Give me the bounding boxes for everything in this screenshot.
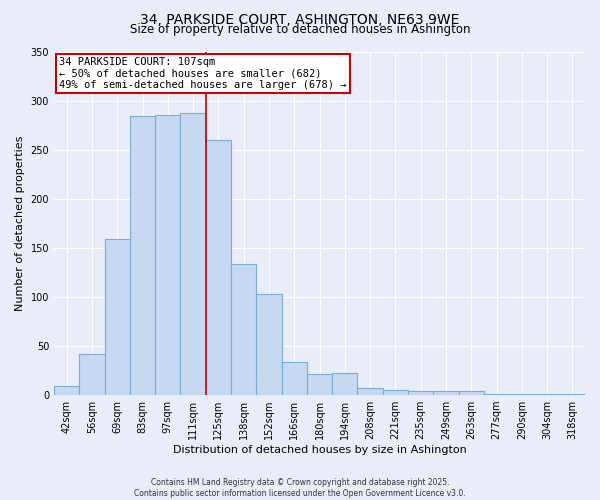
Bar bbox=[155, 116, 181, 395]
X-axis label: Distribution of detached houses by size in Ashington: Distribution of detached houses by size … bbox=[173, 445, 466, 455]
Y-axis label: Number of detached properties: Number of detached properties bbox=[15, 136, 25, 311]
Bar bbox=[458, 391, 484, 395]
Bar bbox=[256, 294, 281, 395]
Bar bbox=[231, 264, 256, 395]
Bar bbox=[54, 386, 79, 395]
Bar bbox=[104, 239, 130, 395]
Bar bbox=[358, 388, 383, 395]
Bar bbox=[408, 391, 433, 395]
Bar bbox=[560, 394, 585, 395]
Text: 34, PARKSIDE COURT, ASHINGTON, NE63 9WE: 34, PARKSIDE COURT, ASHINGTON, NE63 9WE bbox=[140, 12, 460, 26]
Bar bbox=[332, 374, 358, 395]
Bar bbox=[281, 362, 307, 395]
Text: Size of property relative to detached houses in Ashington: Size of property relative to detached ho… bbox=[130, 22, 470, 36]
Bar bbox=[206, 140, 231, 395]
Bar bbox=[383, 390, 408, 395]
Bar bbox=[535, 394, 560, 395]
Bar bbox=[79, 354, 104, 395]
Text: Contains HM Land Registry data © Crown copyright and database right 2025.
Contai: Contains HM Land Registry data © Crown c… bbox=[134, 478, 466, 498]
Bar bbox=[484, 394, 509, 395]
Bar bbox=[130, 116, 155, 395]
Text: 34 PARKSIDE COURT: 107sqm
← 50% of detached houses are smaller (682)
49% of semi: 34 PARKSIDE COURT: 107sqm ← 50% of detac… bbox=[59, 56, 347, 90]
Bar bbox=[181, 114, 206, 395]
Bar bbox=[433, 391, 458, 395]
Bar bbox=[509, 394, 535, 395]
Bar bbox=[307, 374, 332, 395]
